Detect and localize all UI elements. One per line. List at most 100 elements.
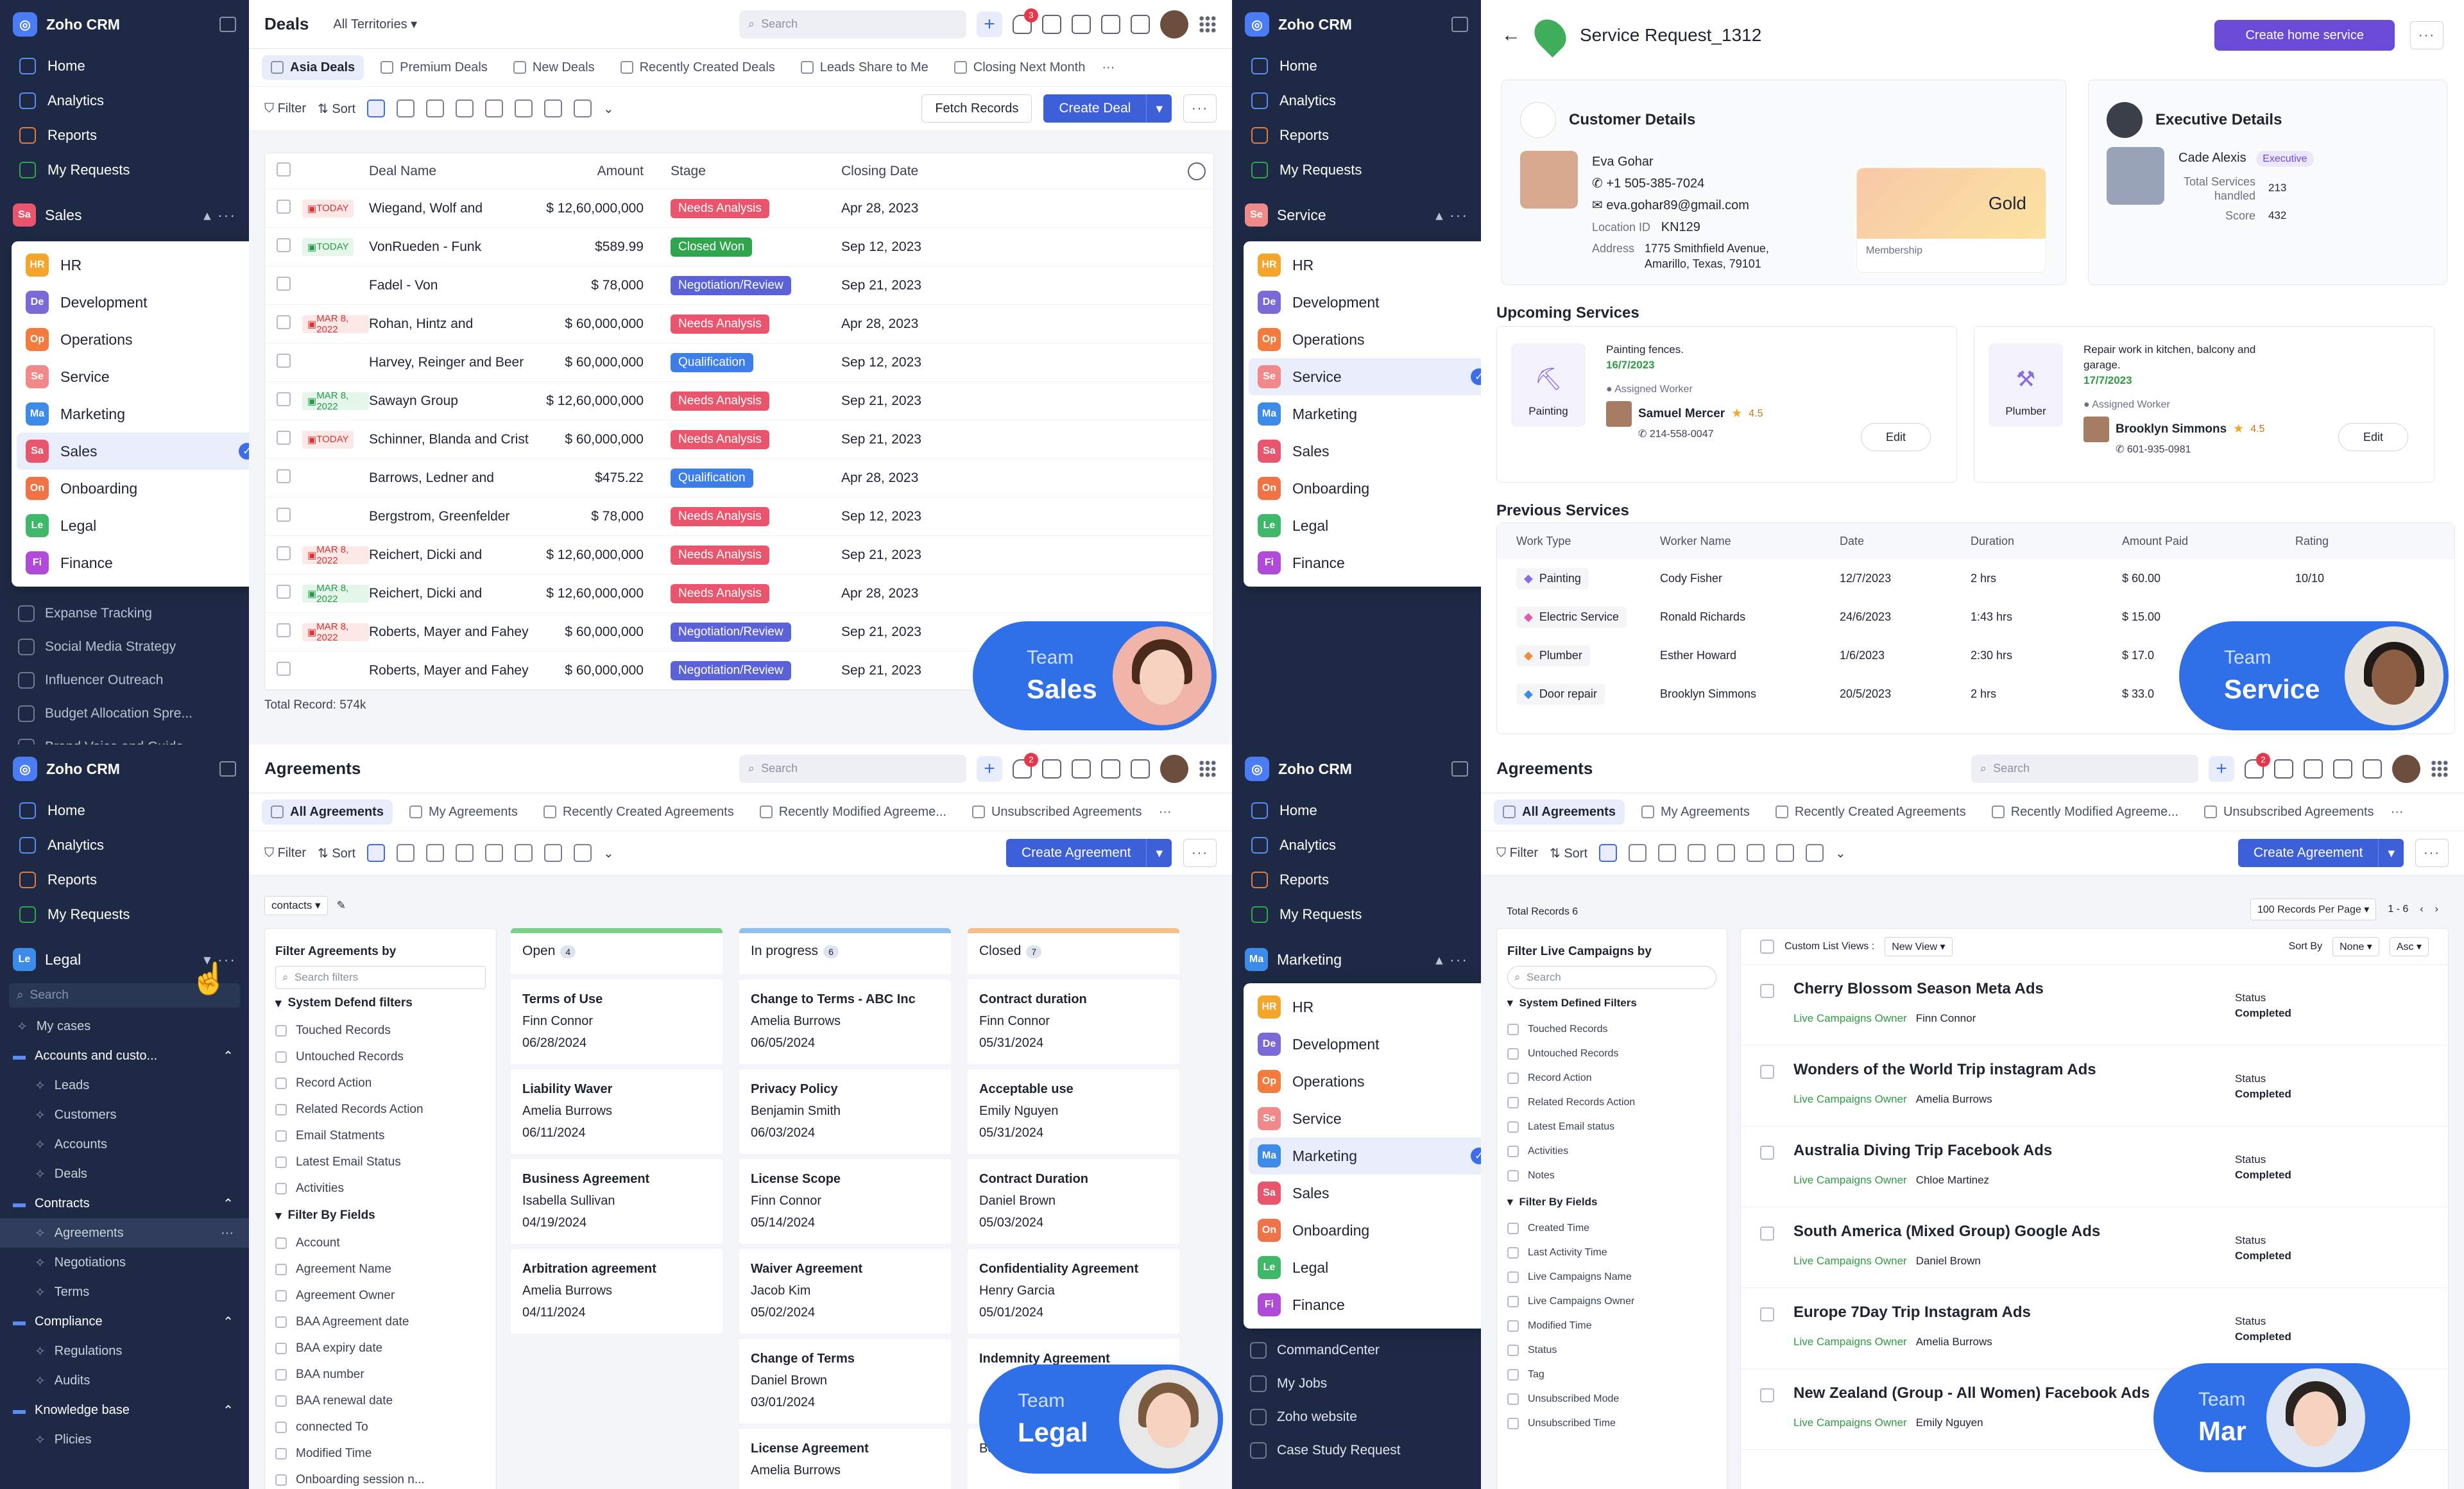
gear-icon[interactable]: [1101, 14, 1120, 34]
filter-button[interactable]: ⛉ Filter: [264, 845, 307, 860]
tab-item[interactable]: Unsubscribed Agreements: [963, 800, 1151, 825]
tab-item[interactable]: Leads Share to Me: [792, 55, 937, 80]
module-item-finance[interactable]: Fi Finance: [17, 544, 264, 581]
kanban-card[interactable]: Business Agreement Isabella Sullivan 04/19…: [511, 1159, 723, 1244]
chevron-down-icon[interactable]: ▾ ···: [203, 951, 236, 968]
nav-my-requests[interactable]: My Requests: [0, 153, 249, 187]
stack-view-icon[interactable]: [485, 99, 504, 117]
tab-item[interactable]: All Agreements: [262, 799, 393, 825]
row-checkbox[interactable]: [1760, 1146, 1774, 1160]
chevron-up-icon[interactable]: ⌃: [223, 1403, 234, 1418]
sidebar-item[interactable]: Zoho website: [1232, 1400, 1481, 1434]
filter-checkbox[interactable]: [275, 1289, 287, 1302]
module-item-sales[interactable]: Sa Sales: [1249, 1175, 1496, 1212]
filter-option[interactable]: Untouched Records: [1507, 1042, 1716, 1066]
customer-email[interactable]: ✉ eva.gohar89@gmail.com: [1592, 198, 1749, 212]
dropdown-arrow-icon[interactable]: ▾: [1146, 839, 1172, 867]
filter-option[interactable]: connected To: [275, 1414, 486, 1440]
row-checkbox[interactable]: [277, 469, 291, 483]
tab-item[interactable]: All Agreements: [1494, 799, 1625, 825]
nav-reports[interactable]: Reports: [1232, 118, 1481, 153]
list-view-icon[interactable]: [367, 99, 386, 117]
collapse-sidebar-icon[interactable]: [1451, 761, 1468, 777]
filter-option[interactable]: BAA number: [275, 1361, 486, 1388]
chart-view-icon[interactable]: [456, 844, 474, 862]
calendar-icon[interactable]: [2274, 759, 2293, 779]
filter-checkbox[interactable]: [1507, 1271, 1519, 1283]
nav-my-requests[interactable]: My Requests: [0, 897, 249, 932]
signal-icon[interactable]: [1131, 14, 1150, 34]
tab-item[interactable]: Recently Modified Agreeme...: [751, 800, 955, 825]
table-row[interactable]: ▣ MAR 8, 2022 Roberts, Mayer and Fahey $ 6…: [265, 613, 1213, 651]
nav-analytics[interactable]: Analytics: [0, 83, 249, 118]
kanban-card[interactable]: Change to Terms - ABC Inc Amelia Burrows 0…: [739, 979, 951, 1064]
filter-checkbox[interactable]: [1507, 1024, 1519, 1035]
filter-option[interactable]: Created Time: [1507, 1216, 1716, 1241]
tab-item[interactable]: Recently Created Agreements: [535, 800, 743, 825]
nav-home[interactable]: Home: [1232, 793, 1481, 828]
module-item-finance[interactable]: Fi Finance: [1249, 1286, 1496, 1323]
row-checkbox[interactable]: [1760, 1065, 1774, 1079]
table-row[interactable]: ◆ Painting Cody Fisher 12/7/2023 2 hrs $ 60.0…: [1497, 559, 2454, 598]
nav-reports[interactable]: Reports: [1232, 863, 1481, 897]
collapse-sidebar-icon[interactable]: [219, 17, 236, 32]
filter-search[interactable]: ⌕ Search filters: [275, 966, 486, 989]
nav-analytics[interactable]: Analytics: [1232, 828, 1481, 863]
bell-icon[interactable]: 2: [2245, 752, 2270, 779]
view-select[interactable]: New View ▾: [1885, 936, 1953, 956]
add-button[interactable]: +: [977, 11, 1002, 37]
campaign-row[interactable]: New Zealand (Group - All Women) Facebook…: [1741, 1369, 2448, 1450]
kanban-view-icon[interactable]: [397, 844, 415, 862]
kanban-card[interactable]: Acceptable use Emily Nguyen 05/31/2024: [968, 1069, 1179, 1154]
filter-option[interactable]: BAA expiry date: [275, 1335, 486, 1361]
row-checkbox[interactable]: [277, 314, 291, 329]
tab-item[interactable]: Unsubscribed Agreements: [2195, 800, 2383, 825]
related-module-select[interactable]: contacts ▾ ✎: [264, 896, 346, 915]
filter-checkbox[interactable]: [1507, 1097, 1519, 1108]
col-header[interactable]: Duration: [1971, 534, 2015, 547]
tree-item[interactable]: ✧ Deals: [0, 1159, 249, 1189]
row-checkbox[interactable]: [277, 507, 291, 522]
dropdown-arrow-icon[interactable]: ▾: [1146, 94, 1172, 123]
collapse-sidebar-icon[interactable]: [1451, 17, 1468, 32]
filter-checkbox[interactable]: [275, 1395, 287, 1407]
module-item-hr[interactable]: HR HR: [17, 246, 264, 284]
table-row[interactable]: Fadel - Von $ 78,000 Negotiation/Review Sep…: [265, 266, 1213, 305]
sort-button[interactable]: ⇅ Sort: [318, 101, 356, 116]
list-view-icon[interactable]: [367, 844, 386, 862]
filter-option[interactable]: Tag: [1507, 1363, 1716, 1387]
module-item-service[interactable]: Se Service: [1249, 1100, 1496, 1137]
campaign-row[interactable]: Wonders of the World Trip instagram Ads L…: [1741, 1046, 2448, 1126]
filter-option[interactable]: Related Records Action: [275, 1096, 486, 1123]
tree-item[interactable]: ✧ Audits: [0, 1366, 249, 1395]
module-item-onboarding[interactable]: On Onboarding: [17, 470, 264, 507]
tree-item-selected[interactable]: ✧ Agreements ···: [0, 1218, 249, 1248]
chevron-up-icon[interactable]: ▴ ···: [1435, 206, 1468, 223]
add-button[interactable]: +: [2209, 755, 2234, 782]
filter-option[interactable]: Notes: [1507, 1164, 1716, 1188]
filter-checkbox[interactable]: [1507, 1121, 1519, 1133]
create-agreement-button[interactable]: Create Agreement ▾: [1006, 839, 1172, 867]
apps-grid-icon[interactable]: [1199, 759, 1217, 778]
inbox-icon[interactable]: [2304, 759, 2323, 779]
search-input[interactable]: ⌕ Search: [739, 10, 966, 39]
sidebar-item[interactable]: Influencer Outreach: [0, 664, 249, 697]
filter-checkbox[interactable]: [275, 1103, 287, 1115]
people-view-icon[interactable]: [544, 99, 563, 117]
campaign-row[interactable]: Australia Diving Trip Facebook Ads Live C…: [1741, 1126, 2448, 1207]
col-header[interactable]: Date: [1840, 534, 1865, 547]
sidebar-item[interactable]: CommandCenter: [1232, 1334, 1481, 1367]
filter-option[interactable]: Agreement Owner: [275, 1282, 486, 1309]
sort-button[interactable]: ⇅ Sort: [318, 846, 356, 861]
select-all-checkbox[interactable]: [277, 162, 291, 176]
row-checkbox[interactable]: [277, 392, 291, 406]
tree-item[interactable]: ✧ Terms: [0, 1277, 249, 1307]
avatar[interactable]: [2392, 754, 2420, 783]
filter-option[interactable]: Activities: [1507, 1139, 1716, 1164]
module-switcher[interactable]: Se Service ▴ ···: [1232, 195, 1481, 235]
row-checkbox[interactable]: [277, 199, 291, 214]
dropdown-arrow-icon[interactable]: ▾: [2378, 839, 2404, 867]
row-checkbox[interactable]: [277, 661, 291, 676]
kanban-card[interactable]: Contract duration Finn Connor 05/31/2024: [968, 979, 1179, 1064]
filter-group-fields[interactable]: ▾ Filter By Fields: [275, 1209, 375, 1223]
